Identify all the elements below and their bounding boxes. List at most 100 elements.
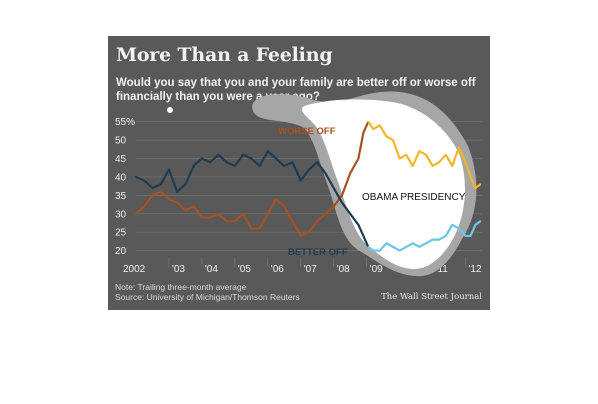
x-tick-label: 2002 — [123, 264, 146, 275]
y-tick-label: 35 — [115, 191, 127, 202]
worse-off-point — [398, 157, 401, 160]
better-off-point — [184, 183, 187, 186]
better-off-point — [464, 234, 467, 237]
x-axis-ticks: 2002'03'04'05'06'07'08'09'10'11'12 — [123, 264, 482, 275]
better-off-point — [474, 223, 477, 226]
better-off-point — [151, 187, 154, 189]
worse-off-point — [283, 205, 286, 208]
better-off-point — [349, 212, 352, 215]
worse-off-point — [176, 201, 179, 204]
chart-title: More Than a Feeling — [116, 44, 333, 66]
worse-off-point — [275, 198, 277, 200]
worse-off-point — [308, 231, 310, 234]
worse-off-point — [418, 150, 421, 153]
publisher-credit: The Wall Street Journal — [381, 292, 482, 302]
x-tick-label: '08 — [337, 264, 350, 275]
line-chart: 55% 50 45 40 35 30 25 20 2002 '03 '04 '05 '06 '07 '08… — [115, 91, 482, 277]
better-off-point — [425, 242, 427, 245]
note-text: Note: Trailing three-month average — [115, 282, 247, 292]
x-tick-label: '07 — [304, 264, 317, 275]
worse-off-point — [425, 153, 427, 156]
better-off-line — [135, 150, 370, 248]
worse-off-point — [291, 220, 294, 223]
worse-off-point — [299, 234, 302, 237]
worse-off-point — [392, 139, 394, 142]
worse-off-point — [372, 128, 375, 130]
better-off-point — [168, 168, 170, 171]
y-axis-ticks: 55% 50 45 40 35 30 25 20 — [115, 117, 135, 257]
worse-off-point — [474, 187, 477, 189]
better-off-point — [217, 153, 220, 156]
y-tick-label: 45 — [115, 154, 127, 165]
better-off-point — [233, 164, 236, 167]
worse-off-point — [192, 205, 195, 208]
better-off-point — [438, 238, 441, 241]
worse-off-point — [242, 212, 244, 215]
worse-off-point — [385, 135, 388, 138]
worse-off-point — [258, 227, 261, 230]
worse-off-point — [411, 164, 414, 167]
worse-off-point — [184, 209, 187, 212]
y-tick-label: 40 — [115, 172, 127, 183]
better-off-point — [135, 176, 137, 178]
better-off-point — [291, 161, 294, 164]
worse-off-point — [266, 212, 269, 215]
better-off-point — [469, 234, 472, 237]
worse-off-point — [143, 205, 146, 208]
better-off-point — [159, 183, 162, 186]
worse-off-point — [316, 220, 319, 223]
better-off-point — [357, 223, 360, 226]
better-off-point — [341, 201, 343, 204]
worse-off-point — [159, 190, 162, 193]
better-off-point — [385, 242, 388, 245]
x-tick-label: '04 — [205, 264, 218, 275]
worse-off-point — [444, 153, 447, 156]
better-off-point — [444, 234, 447, 237]
worse-off-point — [378, 124, 381, 127]
obama-presidency-highlight — [167, 91, 477, 277]
better-off-point — [299, 179, 302, 182]
source-text: Source: University of Michigan/Thomson R… — [115, 292, 300, 302]
series-lines — [135, 120, 482, 252]
y-tick-label: 30 — [115, 209, 127, 220]
better-off-label: BETTER OFF — [288, 247, 348, 258]
better-off-point — [378, 249, 381, 252]
highlight-dot — [167, 107, 173, 113]
worse-off-point — [362, 131, 365, 134]
worse-off-point — [233, 220, 236, 223]
better-off-point — [316, 161, 319, 164]
better-off-point — [242, 153, 244, 156]
better-off-point — [250, 157, 253, 160]
worse-off-point — [209, 216, 212, 219]
better-off-point — [392, 246, 394, 248]
worse-off-point — [405, 153, 408, 156]
better-off-point — [209, 161, 212, 164]
better-off-point — [458, 227, 460, 230]
worse-off-point — [469, 176, 472, 178]
better-off-point — [324, 172, 327, 175]
worse-off-point — [217, 212, 220, 215]
better-off-point — [372, 249, 375, 252]
better-off-point — [275, 157, 277, 160]
worse-off-point — [431, 164, 434, 167]
worse-off-point — [438, 161, 441, 164]
better-off-point — [431, 238, 434, 241]
better-off-point — [201, 157, 203, 160]
better-off-point — [192, 164, 195, 167]
better-off-point — [308, 168, 310, 171]
better-off-point — [479, 220, 482, 223]
worse-off-point — [458, 146, 460, 149]
worse-off-point — [349, 172, 352, 175]
worse-off-point — [357, 157, 360, 160]
y-tick-label: 55% — [115, 117, 135, 128]
worse-off-point — [250, 227, 253, 230]
worse-off-point — [324, 212, 327, 215]
chart-panel: More Than a Feeling Would you say that y… — [108, 36, 490, 310]
x-tick-label: '09 — [370, 264, 383, 275]
better-off-point — [405, 246, 408, 248]
better-off-point — [143, 179, 146, 182]
worse-off-point — [479, 183, 482, 186]
better-off-point — [258, 164, 261, 167]
worse-off-point — [135, 212, 137, 215]
better-off-point — [411, 242, 414, 245]
